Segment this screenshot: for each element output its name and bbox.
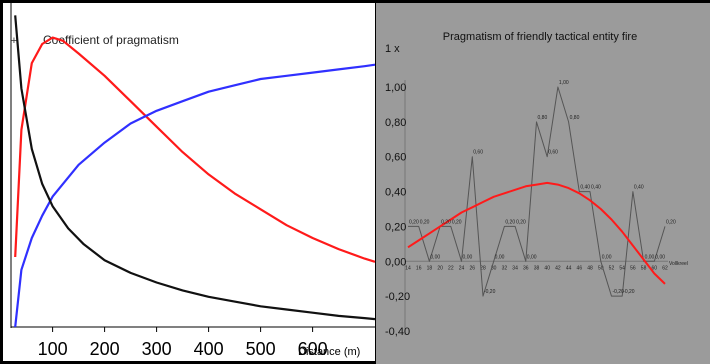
right-x-tick-label: 48: [587, 265, 593, 271]
left-x-axis-label: Distance (m): [298, 346, 360, 358]
right-data-label: -0,20: [623, 289, 635, 295]
right-y-tick-label: -0,40: [385, 326, 410, 338]
right-data-label: 0,60: [473, 150, 483, 156]
right-data-label: 0,00: [602, 254, 612, 260]
right-data-label: 0,20: [666, 219, 676, 225]
right-x-tick-label: 18: [427, 265, 433, 271]
right-x-tick-label: 22: [448, 265, 454, 271]
right-data-label: 0,80: [538, 115, 548, 121]
right-data-label: 1,00: [559, 80, 569, 86]
right-y-tick-label: 0,40: [385, 187, 406, 199]
right-unit-label: 1 x: [385, 43, 400, 55]
right-data-label: 0,80: [570, 115, 580, 121]
right-x-axis-label: Vollkreel: [669, 261, 688, 267]
right-series-line-0: [408, 86, 666, 297]
right-x-tick-label: 20: [437, 265, 443, 271]
right-x-tick-label: 36: [523, 265, 529, 271]
right-series-line-1: [407, 181, 666, 285]
left-x-tick-label: 300: [142, 339, 172, 359]
right-data-label: 0,00: [527, 254, 537, 260]
right-data-labels: 0,20 0,200,000,20 0,200,000,60-0,200,000,2…: [409, 80, 676, 295]
right-data-label: 0,20: [409, 219, 419, 225]
right-x-tick-label: 42: [555, 265, 561, 271]
right-data-label: 0,00: [430, 254, 440, 260]
right-data-label: 0,20: [441, 219, 451, 225]
right-x-tick-label: 28: [480, 265, 486, 271]
right-y-tick-label: 1,00: [385, 82, 406, 94]
left-x-tick-label: 500: [246, 339, 276, 359]
left-x-tick-label: 200: [90, 339, 120, 359]
right-chart-title: Pragmatism of friendly tactical entity f…: [443, 31, 637, 43]
left-y-tick-mark: +: [11, 35, 17, 47]
right-y-tick-label: -0,20: [385, 291, 410, 303]
right-x-tick-label: 62: [662, 265, 668, 271]
left-x-tick-label: 400: [194, 339, 224, 359]
left-series-line-0: [14, 36, 376, 263]
right-x-tick-label: 30: [491, 265, 497, 271]
right-data-label: 0,40: [634, 185, 644, 191]
right-x-tick-label: 34: [512, 265, 518, 271]
right-series-group: [407, 86, 666, 297]
right-x-tick-label: 26: [469, 265, 475, 271]
right-y-tick-label: 0,80: [385, 117, 406, 129]
right-x-tick-label: 14: [405, 265, 411, 271]
right-data-label: 0,40: [580, 185, 590, 191]
right-x-tick-label: 56: [630, 265, 636, 271]
right-x-tick-label: 54: [619, 265, 625, 271]
right-data-label: 0,00: [645, 254, 655, 260]
right-data-label: -0,20: [612, 289, 624, 295]
right-x-tick-label: 24: [459, 265, 465, 271]
right-data-label: 0,00: [495, 254, 505, 260]
right-y-tick-label: 0,00: [385, 256, 406, 268]
left-chart-background: [3, 3, 375, 361]
right-data-label: 0,20: [505, 219, 515, 225]
right-data-label: -0,20: [484, 289, 496, 295]
right-y-tick-label: 0,60: [385, 152, 406, 164]
left-chart-title: Coefficient of pragmatism: [43, 33, 179, 47]
right-data-label: 0,60: [548, 150, 558, 156]
right-data-label: 0,20: [516, 219, 526, 225]
right-data-label: 0,20: [452, 219, 462, 225]
right-chart: Pragmatism of friendly tactical entity f…: [376, 3, 710, 364]
left-x-tick-label: 600: [298, 339, 328, 359]
right-x-tick-label: 32: [502, 265, 508, 271]
right-x-tick-label: 58: [641, 265, 647, 271]
right-data-label: 0,40: [591, 185, 601, 191]
right-x-tick-label: 50: [598, 265, 604, 271]
right-data-label: 0,20: [420, 219, 430, 225]
right-x-tick-label: 38: [534, 265, 540, 271]
right-x-tick-label: 46: [577, 265, 583, 271]
right-data-label: 0,00: [655, 254, 665, 260]
right-x-tick-label: 60: [652, 265, 658, 271]
left-series-line-2: [14, 15, 376, 321]
left-x-tick-label: 100: [38, 339, 68, 359]
right-x-tick-label: 40: [544, 265, 550, 271]
left-series-line-1: [14, 63, 376, 328]
right-x-tick-label: 52: [609, 265, 615, 271]
right-data-label: 0,00: [463, 254, 473, 260]
right-y-tick-label: 0,20: [385, 221, 406, 233]
right-axes: 1,00 0,80 0,60 0,40 0,20 0,00 -0,20 -0,40 14 16 18…: [385, 80, 668, 338]
left-chart: + Coefficient of pragmatism Distance (m)…: [3, 3, 376, 361]
right-x-tick-label: 44: [566, 265, 572, 271]
right-x-tick-label: 16: [416, 265, 422, 271]
left-x-ticks: 100 200 300 400 500 600: [38, 327, 328, 359]
left-series-group: [14, 15, 376, 328]
